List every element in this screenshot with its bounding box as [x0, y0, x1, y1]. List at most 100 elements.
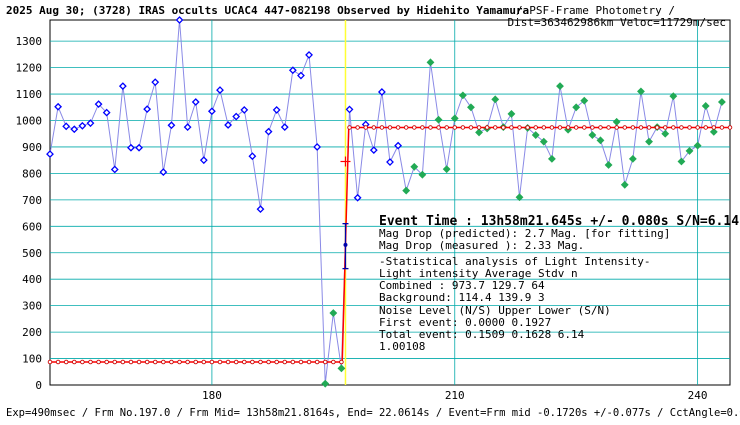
- data-point-green: [410, 162, 419, 171]
- data-point-green: [620, 180, 629, 189]
- x-tick-label: 180: [202, 389, 222, 402]
- model-point-high: [436, 125, 441, 130]
- y-tick-label: 1100: [16, 88, 43, 101]
- model-point-low: [104, 359, 109, 365]
- y-tick-label: 100: [22, 353, 42, 366]
- data-point-blue: [78, 121, 87, 130]
- data-point-green: [507, 109, 516, 118]
- data-point-green: [661, 129, 670, 138]
- stat-title: -Statistical analysis of Light Intensity…: [379, 255, 651, 268]
- data-point-green: [701, 102, 710, 110]
- data-point-blue: [386, 158, 394, 166]
- model-point-low: [225, 359, 231, 365]
- data-point-blue: [313, 143, 322, 151]
- model-point-high: [695, 125, 700, 130]
- model-point-high: [622, 125, 628, 130]
- model-point-high: [598, 125, 603, 130]
- data-point-blue: [297, 71, 305, 80]
- model-point-high: [565, 125, 571, 130]
- model-point-low: [185, 359, 190, 365]
- y-tick-label: 300: [22, 300, 42, 313]
- data-point-blue: [394, 141, 403, 150]
- data-point-blue: [175, 16, 184, 24]
- model-point-low: [88, 359, 93, 365]
- data-point-blue: [191, 98, 200, 106]
- model-point-low: [136, 359, 142, 365]
- model-point-high: [412, 125, 417, 130]
- stat-background: Background: 114.4 139.9 3: [379, 291, 545, 304]
- data-point-blue: [377, 88, 386, 96]
- model-point-low: [322, 359, 328, 365]
- stat-header: Light intensity Average Stdv n: [379, 267, 578, 280]
- mag-drop-predicted: Mag Drop (predicted): 2.7 Mag. [for fitt…: [379, 227, 670, 240]
- data-point-blue: [118, 82, 127, 91]
- y-tick-label: 200: [22, 326, 42, 339]
- x-tick-label: 210: [445, 389, 465, 402]
- data-point-green: [491, 95, 500, 104]
- model-point-high: [355, 125, 360, 130]
- model-point-low: [152, 359, 158, 365]
- model-point-low: [80, 359, 85, 365]
- data-point-blue: [159, 168, 168, 177]
- data-point-green: [337, 364, 346, 373]
- data-point-blue: [183, 123, 192, 132]
- y-tick-label: 600: [22, 220, 42, 233]
- chart-title-line2: Dist=363462986km Veloc=11729m/sec: [507, 16, 726, 29]
- model-point-high: [468, 125, 474, 130]
- model-point-low: [193, 359, 198, 365]
- data-point-blue: [256, 205, 265, 214]
- stat-combined: Combined : 973.7 129.7 64: [379, 279, 545, 292]
- data-point-green: [556, 82, 564, 91]
- data-point-blue: [280, 123, 289, 132]
- info-panel: Event Time : 13h58m21.645s +/- 0.080s S/…: [379, 214, 739, 353]
- model-layer: [47, 125, 733, 365]
- model-point-low: [331, 359, 336, 365]
- data-point-green: [628, 154, 637, 163]
- model-point-high: [492, 125, 498, 130]
- y-tick-label: 400: [22, 273, 42, 286]
- model-point-high: [501, 125, 506, 130]
- data-point-green: [475, 128, 483, 137]
- data-point-green: [442, 165, 451, 174]
- model-point-high: [525, 125, 530, 130]
- model-point-low: [266, 359, 271, 365]
- y-tick-label: 900: [22, 141, 42, 154]
- data-point-blue: [94, 100, 103, 109]
- data-point-green: [596, 136, 605, 145]
- data-point-blue: [86, 119, 95, 128]
- model-point-high: [654, 125, 660, 130]
- data-point-blue: [54, 102, 63, 111]
- model-point-low: [274, 359, 279, 365]
- model-point-high: [347, 125, 352, 130]
- model-point-high: [711, 125, 717, 130]
- data-point-blue: [369, 146, 378, 155]
- model-point-low: [258, 359, 263, 365]
- ratio-value: 1.00108: [379, 340, 425, 353]
- model-point-high: [679, 125, 684, 130]
- noise-total-event: Total event: 0.1509 0.1628 6.14: [379, 328, 585, 341]
- data-point-blue: [135, 143, 143, 152]
- data-point-green: [677, 157, 686, 166]
- data-point-blue: [46, 150, 54, 159]
- data-point-green: [434, 115, 443, 124]
- data-point-green: [329, 309, 338, 317]
- model-point-low: [314, 359, 320, 365]
- model-point-low: [128, 359, 134, 365]
- y-tick-label: 700: [22, 194, 42, 207]
- data-point-green: [693, 141, 702, 150]
- data-point-blue: [127, 143, 135, 152]
- model-point-high: [614, 125, 619, 130]
- data-point-green: [467, 103, 475, 112]
- data-point-green: [604, 161, 613, 169]
- model-point-low: [250, 359, 255, 365]
- model-point-low: [55, 359, 61, 365]
- model-point-low: [72, 359, 77, 365]
- y-tick-label: 0: [35, 379, 42, 392]
- data-point-green: [402, 186, 411, 195]
- model-point-high: [460, 125, 466, 130]
- model-point-low: [201, 359, 207, 365]
- model-point-low: [306, 359, 312, 365]
- model-point-low: [298, 359, 304, 365]
- model-point-low: [96, 359, 101, 365]
